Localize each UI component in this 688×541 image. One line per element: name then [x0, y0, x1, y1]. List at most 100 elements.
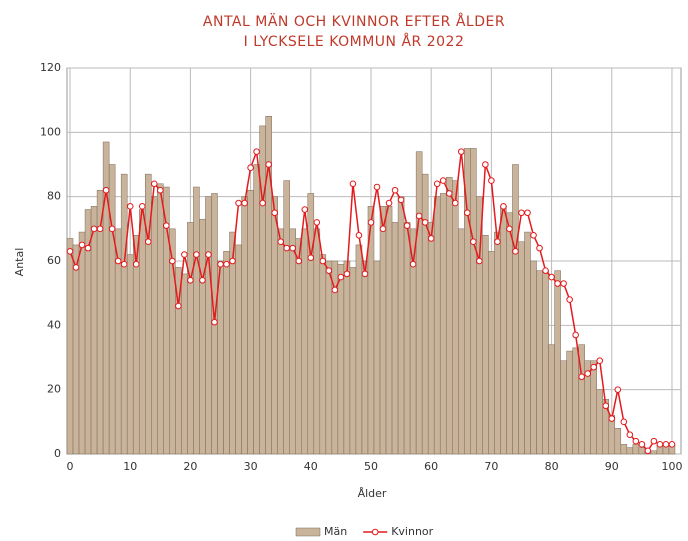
bar [439, 193, 447, 455]
bar [307, 193, 315, 455]
point [476, 257, 483, 265]
point [181, 251, 188, 258]
point [536, 244, 543, 252]
chart-title: ANTAL MÄN OCH KVINNOR EFTER ÅLDER [203, 12, 505, 30]
point [451, 199, 459, 207]
point [253, 148, 260, 155]
bar [379, 206, 387, 455]
bar [253, 164, 260, 455]
bar [319, 254, 327, 455]
bar [301, 228, 309, 455]
bar [391, 222, 399, 455]
point [265, 161, 272, 168]
x-tick-label: 50 [364, 460, 378, 473]
point [650, 437, 658, 445]
point [102, 186, 110, 194]
bar [524, 231, 531, 455]
y-tick-label: 40 [47, 318, 61, 331]
point [241, 199, 248, 207]
bar [229, 231, 236, 455]
point [120, 260, 128, 268]
bar [151, 196, 158, 455]
bar [325, 260, 333, 455]
point [84, 244, 92, 252]
point [512, 248, 519, 255]
legend-label: Män [324, 525, 347, 538]
point [283, 244, 291, 252]
point [548, 273, 555, 281]
legend-swatch [295, 527, 321, 537]
bar [271, 196, 278, 455]
point [590, 363, 598, 371]
x-tick-label: 70 [484, 460, 498, 473]
point [331, 286, 339, 294]
bar [199, 218, 206, 455]
point [138, 203, 146, 210]
bar [385, 206, 393, 455]
bar [421, 173, 429, 455]
x-tick-label: 30 [244, 460, 258, 473]
bar [361, 260, 369, 455]
point [337, 273, 345, 281]
point [367, 219, 375, 226]
bar [512, 164, 519, 455]
point [572, 331, 579, 339]
point [289, 244, 297, 252]
point [199, 277, 206, 284]
bar [488, 251, 495, 455]
point [494, 238, 501, 245]
point [584, 370, 591, 377]
point [157, 186, 164, 194]
point [482, 161, 489, 168]
y-tick-label: 60 [47, 254, 61, 267]
bar [650, 450, 658, 455]
point [217, 260, 224, 268]
y-tick-label: 0 [54, 447, 61, 460]
bar [66, 238, 74, 455]
point [560, 280, 567, 287]
point [379, 225, 387, 233]
point [662, 441, 670, 448]
bar [590, 360, 597, 455]
point [187, 277, 194, 284]
point [144, 238, 152, 245]
legend-swatch [371, 528, 379, 536]
point [271, 209, 278, 217]
bar [241, 196, 248, 455]
point [500, 203, 507, 210]
point [325, 267, 333, 274]
bar [458, 228, 465, 455]
point [235, 199, 242, 207]
point [223, 260, 230, 268]
x-tick-label: 20 [183, 460, 197, 473]
point [247, 164, 254, 172]
bar [72, 244, 80, 455]
y-tick-label: 120 [40, 61, 61, 74]
point [96, 225, 104, 233]
bar [452, 180, 459, 455]
bar [120, 173, 128, 455]
bar [138, 209, 146, 455]
x-tick-label: 60 [424, 460, 438, 473]
bar [349, 267, 357, 455]
point [114, 257, 122, 265]
bar [337, 263, 345, 455]
point [656, 441, 664, 448]
bar [632, 444, 640, 455]
point [421, 219, 429, 226]
bar [78, 231, 86, 455]
point [78, 241, 86, 249]
bar [355, 244, 363, 455]
bar [157, 183, 164, 455]
point [391, 186, 399, 194]
point [259, 199, 266, 207]
point [349, 180, 357, 188]
point [620, 418, 628, 426]
bar [90, 206, 98, 455]
bar [560, 360, 567, 455]
point [644, 447, 652, 455]
bar [445, 177, 453, 455]
x-tick-label: 40 [304, 460, 318, 473]
y-tick-label: 20 [47, 383, 61, 396]
